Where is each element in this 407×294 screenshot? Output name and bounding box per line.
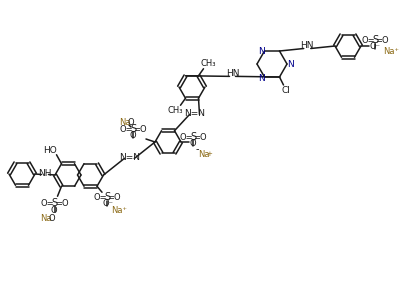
Text: O⁻: O⁻ bbox=[370, 41, 381, 51]
Text: N: N bbox=[258, 74, 265, 83]
Text: CH₃: CH₃ bbox=[168, 106, 183, 115]
Text: N: N bbox=[258, 46, 265, 56]
Text: =O: =O bbox=[55, 199, 68, 208]
Text: O: O bbox=[48, 214, 55, 223]
Text: CH₃: CH₃ bbox=[201, 59, 216, 68]
Text: S: S bbox=[190, 132, 196, 142]
Text: S: S bbox=[104, 192, 110, 202]
Text: Na: Na bbox=[119, 118, 131, 126]
Text: N=N: N=N bbox=[184, 109, 205, 118]
Text: Na: Na bbox=[198, 150, 210, 158]
Text: =O: =O bbox=[133, 124, 147, 133]
Text: Na⁺: Na⁺ bbox=[111, 206, 127, 215]
Text: N=N: N=N bbox=[119, 153, 140, 162]
Text: Na: Na bbox=[40, 214, 51, 223]
Text: HN: HN bbox=[226, 69, 239, 78]
Text: S: S bbox=[51, 198, 57, 208]
Text: -: - bbox=[195, 144, 199, 154]
Text: Na⁺: Na⁺ bbox=[383, 46, 399, 56]
Text: NH: NH bbox=[38, 168, 52, 178]
Text: O=: O= bbox=[93, 193, 107, 202]
Text: HO: HO bbox=[43, 146, 57, 155]
Text: O: O bbox=[50, 206, 57, 215]
Text: O: O bbox=[190, 138, 196, 148]
Text: O: O bbox=[130, 131, 136, 139]
Text: =O: =O bbox=[375, 36, 389, 44]
Text: HN: HN bbox=[300, 41, 314, 50]
Text: O=: O= bbox=[361, 36, 375, 44]
Text: O: O bbox=[128, 118, 134, 126]
Text: O⁻: O⁻ bbox=[103, 199, 114, 208]
Text: O=: O= bbox=[119, 124, 133, 133]
Text: =O: =O bbox=[107, 193, 121, 202]
Text: O=: O= bbox=[41, 199, 54, 208]
Text: =O: =O bbox=[193, 133, 207, 141]
Text: Cl: Cl bbox=[281, 86, 290, 96]
Text: S: S bbox=[130, 124, 136, 134]
Text: O=: O= bbox=[179, 133, 193, 141]
Text: N: N bbox=[287, 59, 293, 69]
Text: S: S bbox=[372, 35, 378, 45]
Text: +: + bbox=[206, 151, 212, 157]
